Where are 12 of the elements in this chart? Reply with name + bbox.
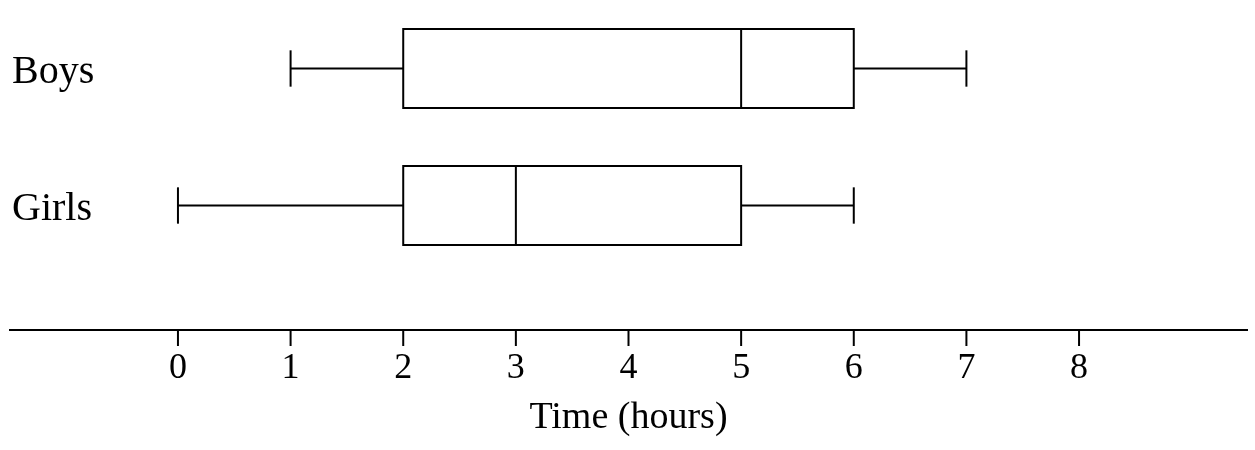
x-tick-label: 2 <box>394 345 413 386</box>
x-tick-label: 6 <box>844 345 863 386</box>
y-tick-label: Girls <box>12 183 92 229</box>
x-tick-label: 0 <box>168 345 187 386</box>
x-tick-label: 1 <box>281 345 300 386</box>
x-axis-title: Time (hours) <box>529 394 728 437</box>
x-tick-label: 8 <box>1070 345 1089 386</box>
x-tick-label: 3 <box>506 345 525 386</box>
y-tick-label: Boys <box>12 46 95 92</box>
x-tick-label: 4 <box>619 345 638 386</box>
x-tick-label: 7 <box>957 345 976 386</box>
x-tick-label: 5 <box>732 345 751 386</box>
